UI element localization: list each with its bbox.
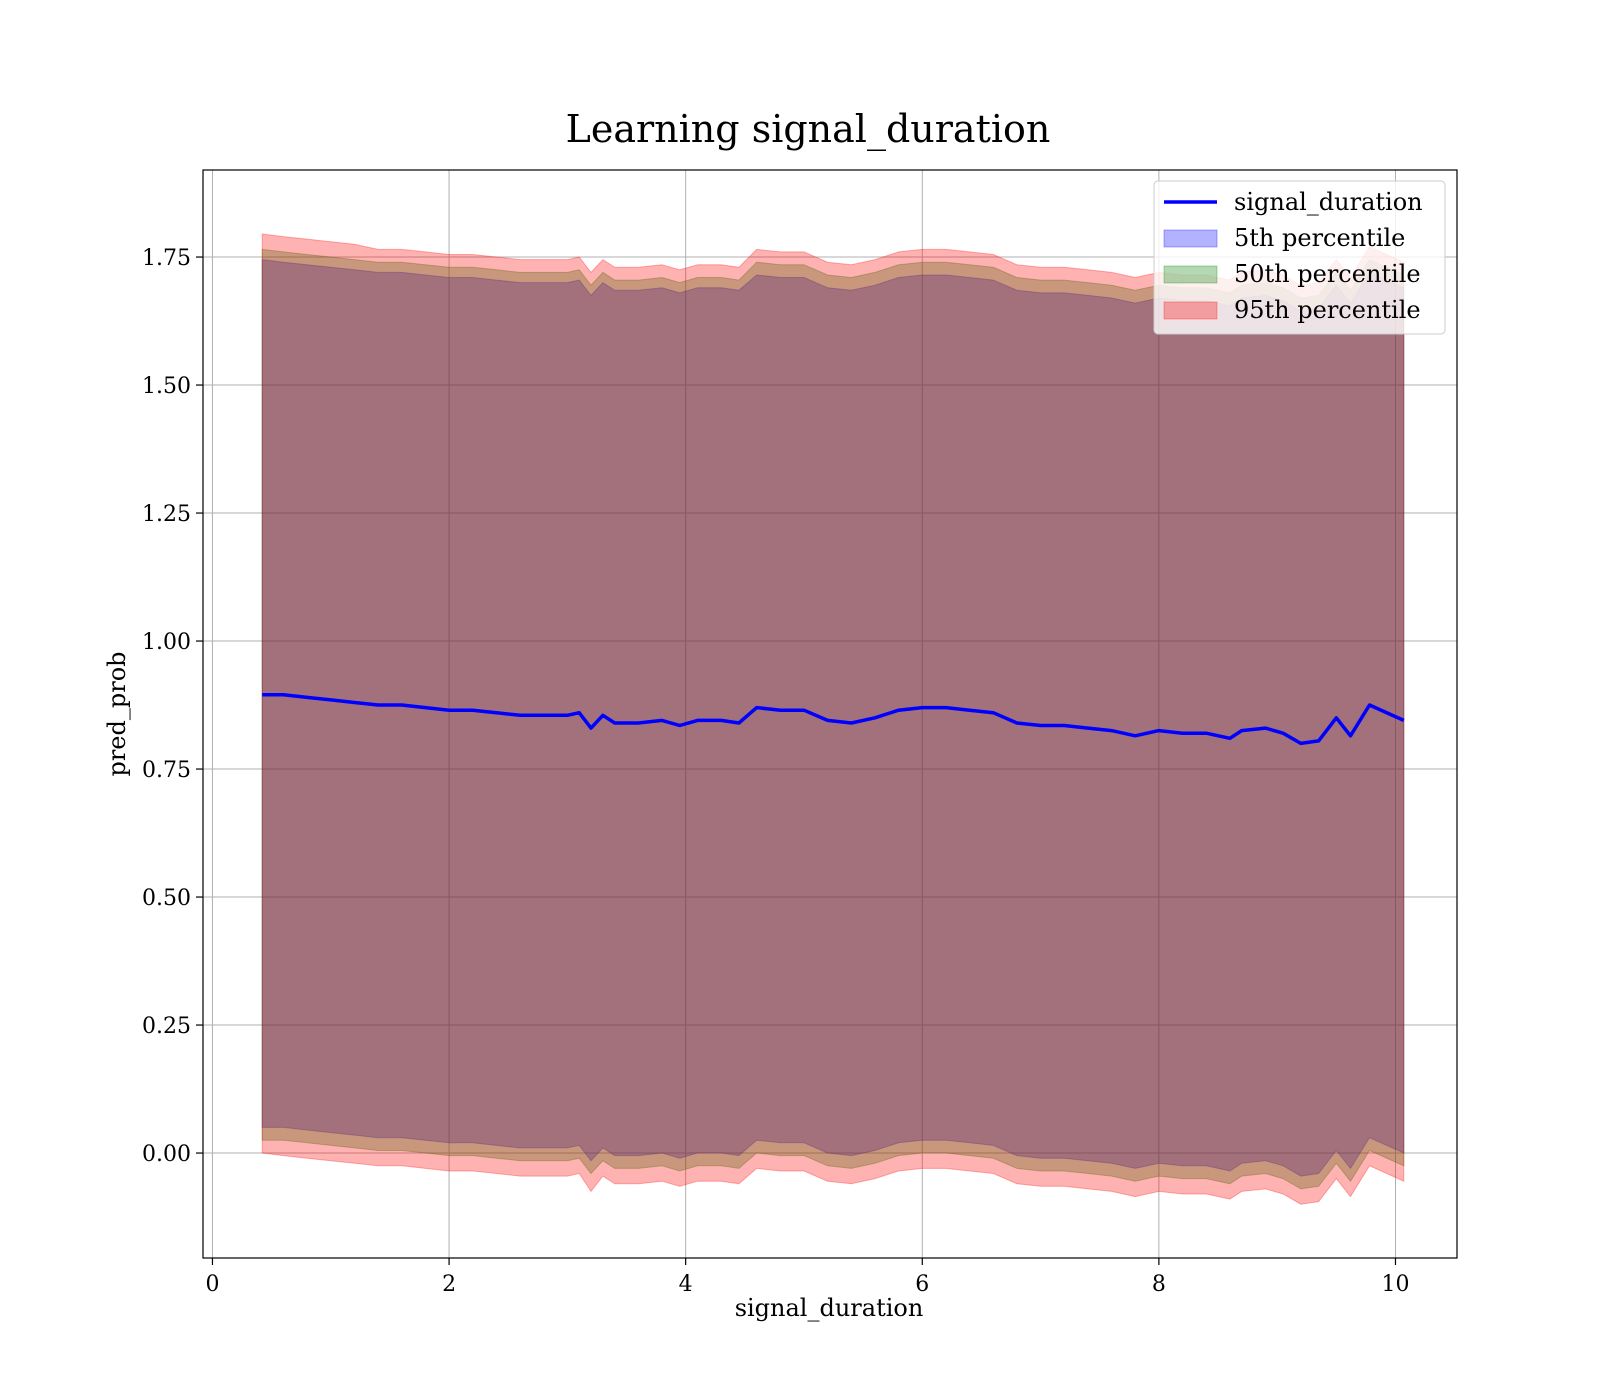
x-tick-label: 2 — [442, 1272, 456, 1297]
line-signal-duration — [262, 693, 1405, 746]
chart-title: Learning signal_duration — [566, 107, 1051, 152]
x-axis-ticks: 0 2 4 6 8 10 — [205, 1258, 1409, 1297]
band-95th-percentile — [261, 233, 1405, 1205]
y-axis-label: pred_prob — [103, 651, 131, 776]
plot-frame — [202, 169, 1458, 1259]
legend-label-5th-percentile: 5th percentile — [1234, 224, 1405, 252]
legend-box — [1153, 180, 1446, 335]
series-lines — [262, 693, 1405, 746]
y-tick-label: 1.25 — [142, 502, 191, 527]
x-tick-label: 6 — [915, 1272, 929, 1297]
legend-label-95th-percentile: 95th percentile — [1234, 296, 1421, 324]
y-tick-label: 0.50 — [142, 886, 191, 911]
y-tick-label: 1.75 — [142, 246, 191, 271]
y-tick-label: 1.50 — [142, 374, 191, 399]
x-tick-label: 8 — [1152, 1272, 1166, 1297]
y-tick-label: 0.00 — [142, 1142, 191, 1167]
grid — [203, 170, 1457, 1258]
legend-swatch-95th-percentile — [1163, 301, 1218, 320]
x-axis-label: signal_duration — [735, 1294, 924, 1322]
legend-label-signal-duration: signal_duration — [1234, 188, 1423, 216]
percentile-bands — [261, 233, 1405, 1205]
x-tick-label: 10 — [1381, 1272, 1409, 1297]
y-axis-ticks: 0.00 0.25 0.50 0.75 1.00 1.25 1.50 1.75 — [142, 246, 203, 1167]
y-tick-label: 0.25 — [142, 1014, 191, 1039]
y-tick-label: 0.75 — [142, 758, 191, 783]
x-tick-label: 4 — [679, 1272, 693, 1297]
legend-swatch-50th-percentile — [1163, 265, 1218, 284]
legend-label-50th-percentile: 50th percentile — [1234, 260, 1421, 288]
legend: signal_duration 5th percentile 50th perc… — [1153, 180, 1446, 335]
y-tick-label: 1.00 — [142, 630, 191, 655]
x-tick-label: 0 — [205, 1272, 219, 1297]
band-5th-percentile — [261, 259, 1405, 1177]
band-50th-percentile — [261, 248, 1405, 1190]
legend-swatch-5th-percentile — [1163, 229, 1218, 248]
